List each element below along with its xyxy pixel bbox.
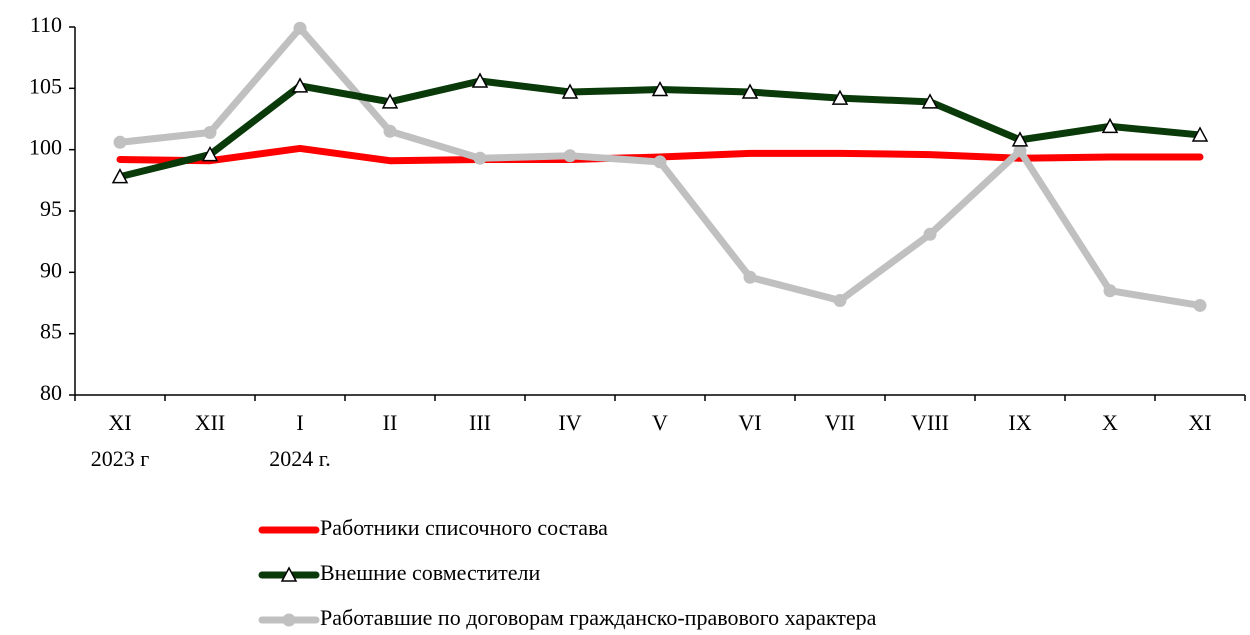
legend-label: Работники списочного состава bbox=[320, 515, 608, 540]
x-tick-label: XII bbox=[195, 410, 226, 435]
x-tick-label: I bbox=[296, 410, 303, 435]
y-tick-label: 100 bbox=[29, 135, 62, 160]
y-tick-label: 105 bbox=[29, 73, 62, 98]
marker-triangle bbox=[1191, 126, 1209, 142]
marker-triangle bbox=[471, 72, 489, 88]
y-tick-label: 85 bbox=[40, 319, 62, 344]
x-tick-label: IX bbox=[1008, 410, 1031, 435]
marker-triangle bbox=[1101, 117, 1119, 134]
x-tick-label: VI bbox=[738, 410, 761, 435]
marker-triangle bbox=[291, 77, 309, 93]
x-tick-label: X bbox=[1102, 410, 1118, 435]
marker-circle bbox=[833, 294, 847, 308]
marker-circle bbox=[653, 155, 667, 169]
y-tick-label: 110 bbox=[30, 12, 62, 37]
marker-circle bbox=[1013, 144, 1027, 158]
marker-triangle bbox=[280, 566, 298, 582]
x-tick-label: II bbox=[383, 410, 398, 435]
x-tick-sublabel: 2024 г. bbox=[269, 446, 331, 471]
x-tick-label: XI bbox=[1188, 410, 1211, 435]
marker-circle bbox=[113, 135, 127, 149]
x-tick-label: VII bbox=[825, 410, 856, 435]
marker-circle bbox=[293, 21, 307, 35]
marker-triangle bbox=[561, 83, 579, 99]
marker-circle bbox=[923, 227, 937, 241]
y-tick-label: 90 bbox=[40, 257, 62, 282]
marker-circle bbox=[1103, 284, 1117, 298]
x-tick-label: III bbox=[469, 410, 491, 435]
marker-triangle bbox=[1011, 131, 1029, 147]
marker-circle bbox=[473, 151, 487, 165]
marker-circle bbox=[383, 124, 397, 138]
marker-triangle bbox=[741, 83, 759, 99]
marker-circle bbox=[743, 270, 757, 284]
marker-triangle bbox=[921, 93, 939, 109]
marker-triangle bbox=[651, 80, 669, 97]
x-tick-label: VIII bbox=[911, 410, 949, 435]
marker-triangle bbox=[201, 145, 219, 162]
marker-triangle bbox=[381, 93, 399, 109]
y-tick-label: 95 bbox=[40, 196, 62, 221]
legend-label: Работавшие по договорам гражданско-право… bbox=[320, 605, 877, 630]
x-tick-label: V bbox=[652, 410, 668, 435]
x-tick-label: IV bbox=[558, 410, 581, 435]
y-tick-label: 80 bbox=[40, 380, 62, 405]
marker-triangle bbox=[111, 168, 129, 184]
x-tick-label: XI bbox=[108, 410, 131, 435]
marker-circle bbox=[282, 613, 296, 627]
x-tick-sublabel: 2023 г bbox=[91, 446, 150, 471]
marker-circle bbox=[563, 149, 577, 163]
marker-circle bbox=[203, 125, 217, 139]
marker-circle bbox=[1193, 298, 1207, 312]
legend-label: Внешние совместители bbox=[320, 560, 540, 585]
marker-triangle bbox=[831, 89, 849, 105]
